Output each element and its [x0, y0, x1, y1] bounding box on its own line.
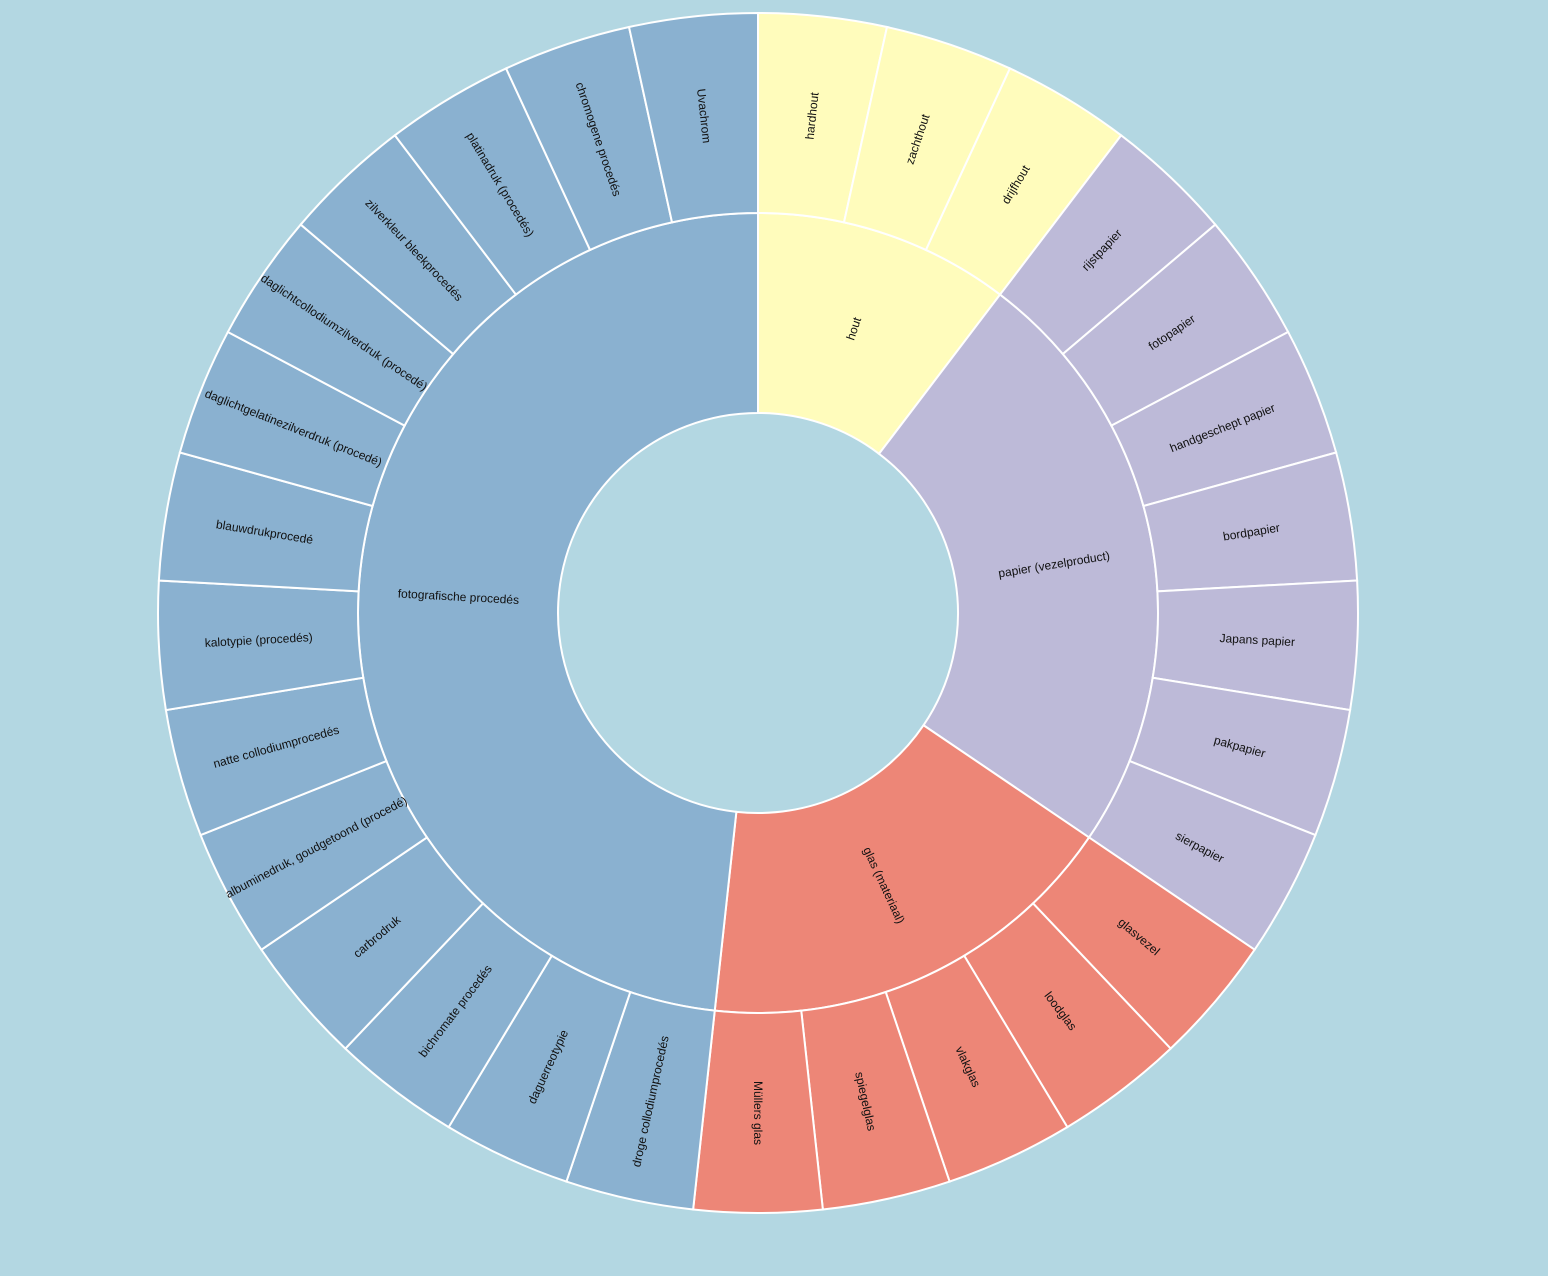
outer-label-kalotypie-procedes: kalotypie (procedés): [204, 630, 313, 650]
outer-label-hardhout: hardhout: [803, 91, 822, 140]
outer-label-japans-papier: Japans papier: [1219, 631, 1295, 649]
outer-label-mullers-glas: Müllers glas: [751, 1081, 765, 1145]
inner-label-fotografische-procedes: fotografische procedés: [397, 586, 519, 607]
inner-ring: [356, 211, 1159, 1014]
outer-ring: [157, 11, 1359, 1214]
outer-label-uvachrom: Uvachrom: [694, 88, 714, 144]
outer-segment-uvachrom[interactable]: [627, 11, 759, 224]
